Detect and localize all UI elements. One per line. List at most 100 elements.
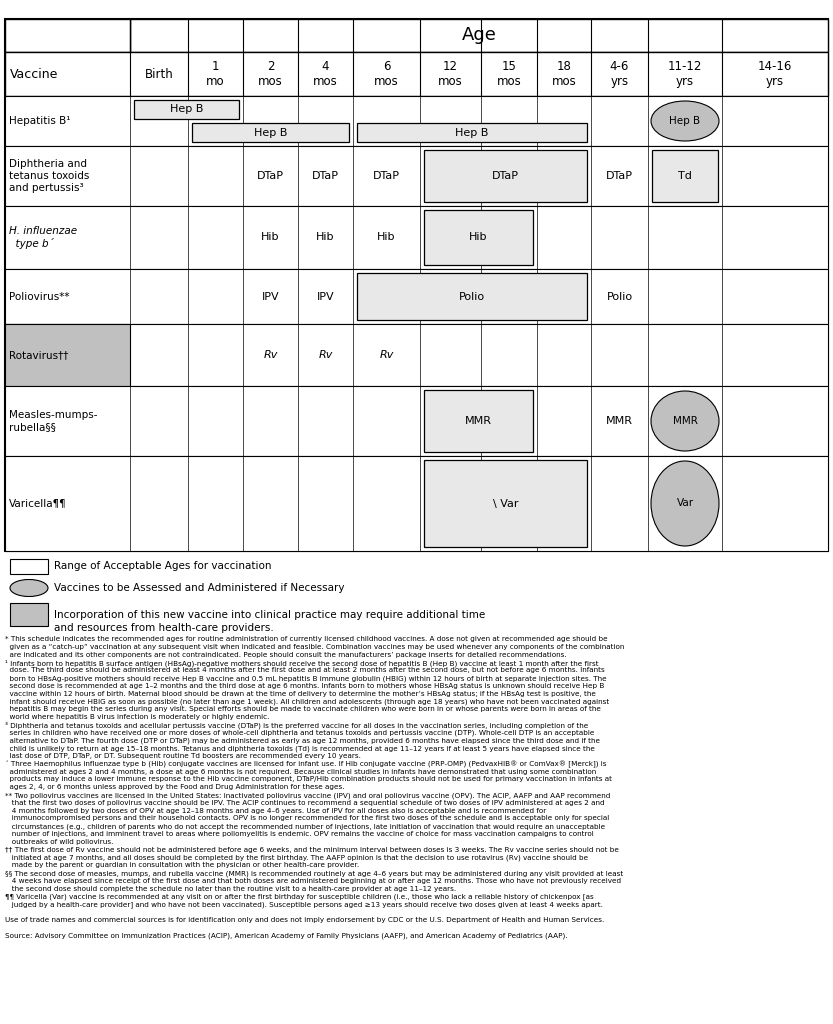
Text: Hep B: Hep B: [254, 128, 287, 137]
FancyBboxPatch shape: [5, 19, 828, 551]
Text: 4 weeks have elapsed since receipt of the first dose and that both doses are adm: 4 weeks have elapsed since receipt of th…: [5, 878, 621, 884]
FancyBboxPatch shape: [424, 390, 533, 452]
Text: Hep B: Hep B: [456, 128, 489, 137]
Text: Diphtheria and
tetanus toxoids
and pertussis³: Diphtheria and tetanus toxoids and pertu…: [9, 160, 89, 193]
Text: number of injections, and imminent travel to areas where poliomyelitis is endemi: number of injections, and imminent trave…: [5, 831, 594, 837]
FancyBboxPatch shape: [424, 150, 587, 202]
Text: Vaccine: Vaccine: [10, 68, 58, 81]
FancyBboxPatch shape: [357, 273, 587, 319]
FancyBboxPatch shape: [134, 100, 239, 119]
Text: administered at ages 2 and 4 months, a dose at age 6 months is not required. Bec: administered at ages 2 and 4 months, a d…: [5, 769, 596, 774]
Text: DTaP: DTaP: [257, 171, 284, 181]
Text: immunocompromised persons and their household contacts. OPV is no longer recomme: immunocompromised persons and their hous…: [5, 815, 609, 821]
Text: Measles-mumps-
rubella§§: Measles-mumps- rubella§§: [9, 411, 97, 432]
Text: 18
mos: 18 mos: [551, 60, 576, 88]
Text: * This schedule indicates the recommended ages for routine administration of cur: * This schedule indicates the recommende…: [5, 636, 607, 642]
Text: outbreaks of wild poliovirus.: outbreaks of wild poliovirus.: [5, 839, 113, 845]
Text: made by the parent or guardian in consultation with the physician or other healt: made by the parent or guardian in consul…: [5, 862, 359, 868]
Text: Hep B: Hep B: [170, 104, 203, 115]
Text: Rotavirus††: Rotavirus††: [9, 350, 68, 360]
Text: Polio: Polio: [606, 292, 632, 301]
Text: \ Var: \ Var: [493, 499, 518, 509]
Text: born to HBsAg-positive mothers should receive Hep B vaccine and 0.5 mL hepatitis: born to HBsAg-positive mothers should re…: [5, 675, 606, 682]
FancyBboxPatch shape: [5, 19, 130, 52]
Text: given as a “catch-up” vaccination at any subsequent visit when indicated and fea: given as a “catch-up” vaccination at any…: [5, 644, 625, 650]
FancyBboxPatch shape: [424, 460, 587, 547]
Text: DTaP: DTaP: [373, 171, 400, 181]
FancyBboxPatch shape: [5, 146, 828, 206]
Text: ages 2, 4, or 6 months unless approved by the Food and Drug Administration for t: ages 2, 4, or 6 months unless approved b…: [5, 784, 345, 791]
Text: that the first two doses of poliovirus vaccine should be IPV. The ACIP continues: that the first two doses of poliovirus v…: [5, 800, 605, 806]
Text: ¹ Infants born to hepatitis B surface antigen (HBsAg)-negative mothers should re: ¹ Infants born to hepatitis B surface an…: [5, 659, 599, 667]
Text: H. influenzae
  type b´: H. influenzae type b´: [9, 226, 77, 249]
Text: products may induce a lower immune response to the Hib vaccine component, DTaP/H: products may induce a lower immune respo…: [5, 776, 612, 782]
Text: 2
mos: 2 mos: [258, 60, 283, 88]
Text: †† The first dose of Rv vaccine should not be administered before age 6 weeks, a: †† The first dose of Rv vaccine should n…: [5, 847, 619, 853]
FancyBboxPatch shape: [10, 602, 48, 626]
Ellipse shape: [10, 580, 48, 597]
Text: Td: Td: [678, 171, 692, 181]
Text: ³ Diphtheria and tetanus toxoids and acellular pertussis vaccine (DTaP) is the p: ³ Diphtheria and tetanus toxoids and ace…: [5, 722, 588, 729]
Text: infant should receive HBIG as soon as possible (no later than age 1 week). All c: infant should receive HBIG as soon as po…: [5, 698, 609, 705]
Text: are indicated and its other components are not contraindicated. People should co: are indicated and its other components a…: [5, 651, 566, 657]
Text: MMR: MMR: [465, 416, 492, 426]
Text: DTaP: DTaP: [492, 171, 519, 181]
FancyBboxPatch shape: [5, 269, 828, 324]
Text: vaccine within 12 hours of birth. Maternal blood should be drawn at the time of : vaccine within 12 hours of birth. Matern…: [5, 690, 596, 696]
Text: ¶¶ Varicella (Var) vaccine is recommended at any visit on or after the first bir: ¶¶ Varicella (Var) vaccine is recommende…: [5, 893, 594, 900]
Text: last dose of DTP, DTaP, or DT. Subsequent routine Td boosters are recommended ev: last dose of DTP, DTaP, or DT. Subsequen…: [5, 753, 361, 759]
Ellipse shape: [651, 101, 719, 141]
Text: Rv: Rv: [263, 350, 277, 360]
Text: Rv: Rv: [318, 350, 332, 360]
FancyBboxPatch shape: [5, 324, 130, 386]
Ellipse shape: [651, 391, 719, 451]
Text: Hib: Hib: [469, 232, 488, 243]
Text: 12
mos: 12 mos: [438, 60, 463, 88]
Text: Use of trade names and commercial sources is for identification only and does no: Use of trade names and commercial source…: [5, 916, 604, 923]
Text: MMR: MMR: [672, 416, 697, 426]
Text: series in children who have received one or more doses of whole-cell diphtheria : series in children who have received one…: [5, 730, 595, 736]
FancyBboxPatch shape: [10, 558, 48, 573]
Text: dose. The third dose should be administered at least 4 months after the first do: dose. The third dose should be administe…: [5, 668, 605, 673]
Text: Age: Age: [461, 27, 496, 44]
Text: alternative to DTaP. The fourth dose (DTP or DTaP) may be administered as early : alternative to DTaP. The fourth dose (DT…: [5, 737, 600, 743]
Text: 14-16
yrs: 14-16 yrs: [758, 60, 792, 88]
Text: Poliovirus**: Poliovirus**: [9, 292, 69, 301]
Text: Var: Var: [676, 499, 694, 509]
Text: Hep B: Hep B: [670, 116, 701, 126]
Text: Source: Advisory Committee on Immunization Practices (ACIP), American Academy of: Source: Advisory Committee on Immunizati…: [5, 933, 567, 939]
Text: Vaccines to be Assessed and Administered if Necessary: Vaccines to be Assessed and Administered…: [54, 583, 345, 593]
Text: Hepatitis B¹: Hepatitis B¹: [9, 116, 71, 126]
FancyBboxPatch shape: [192, 123, 349, 142]
Text: MMR: MMR: [606, 416, 633, 426]
FancyBboxPatch shape: [5, 324, 828, 386]
Text: Hib: Hib: [317, 232, 335, 243]
Text: child is unlikely to return at age 15–18 months. Tetanus and diphtheria toxoids : child is unlikely to return at age 15–18…: [5, 745, 595, 752]
Text: DTaP: DTaP: [606, 171, 633, 181]
Ellipse shape: [651, 461, 719, 546]
Text: Hib: Hib: [262, 232, 280, 243]
FancyBboxPatch shape: [5, 386, 828, 456]
FancyBboxPatch shape: [5, 456, 828, 551]
Text: world where hepatitis B virus infection is moderately or highly endemic.: world where hepatitis B virus infection …: [5, 714, 269, 720]
Text: second dose is recommended at age 1–2 months and the third dose at age 6 months.: second dose is recommended at age 1–2 mo…: [5, 683, 605, 689]
Text: §§ The second dose of measles, mumps, and rubella vaccine (MMR) is recommended r: §§ The second dose of measles, mumps, an…: [5, 870, 623, 877]
Text: Polio: Polio: [459, 292, 485, 301]
Text: Birth: Birth: [145, 68, 173, 81]
Text: ** Two poliovirus vaccines are licensed in the United States: inactivated poliov: ** Two poliovirus vaccines are licensed …: [5, 792, 611, 799]
Text: Hib: Hib: [377, 232, 396, 243]
FancyBboxPatch shape: [424, 210, 533, 265]
Text: Rv: Rv: [379, 350, 394, 360]
FancyBboxPatch shape: [5, 206, 828, 269]
Text: 15
mos: 15 mos: [496, 60, 521, 88]
Text: IPV: IPV: [317, 292, 334, 301]
Text: initiated at age 7 months, and all doses should be completed by the first birthd: initiated at age 7 months, and all doses…: [5, 854, 588, 861]
Text: 4-6
yrs: 4-6 yrs: [610, 60, 629, 88]
Text: the second dose should complete the schedule no later than the routine visit to : the second dose should complete the sche…: [5, 886, 456, 892]
Text: 11-12
yrs: 11-12 yrs: [668, 60, 702, 88]
FancyBboxPatch shape: [357, 123, 587, 142]
Text: circumstances (e.g., children of parents who do not accept the recommended numbe: circumstances (e.g., children of parents…: [5, 823, 605, 829]
FancyBboxPatch shape: [5, 96, 828, 146]
FancyBboxPatch shape: [652, 150, 718, 202]
FancyBboxPatch shape: [5, 52, 828, 96]
